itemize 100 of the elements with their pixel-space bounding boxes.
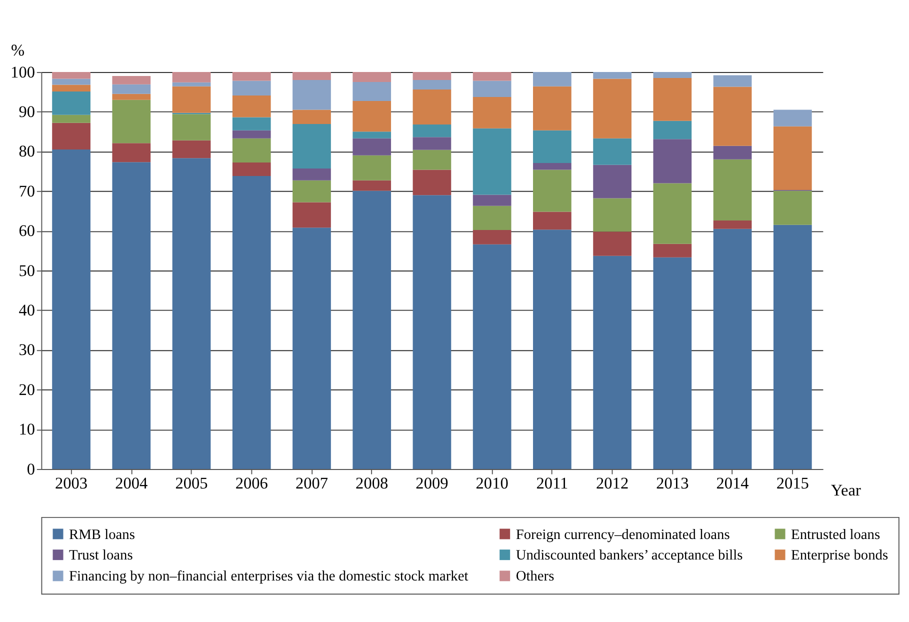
x-tick-label: 2012: [596, 474, 629, 493]
bar: [232, 72, 271, 81]
bar: [653, 72, 692, 78]
bar: [593, 138, 632, 165]
bar: [112, 100, 151, 144]
y-tick-label: 80: [18, 142, 35, 161]
bar: [352, 190, 392, 470]
bar: [232, 117, 271, 130]
x-tick-label: 2014: [716, 474, 749, 493]
legend-label: Foreign currency–denominated loans: [516, 526, 730, 543]
y-tick-label: 90: [18, 102, 35, 122]
bar: [112, 143, 151, 162]
bar: [533, 170, 572, 212]
bar: [653, 78, 692, 121]
x-tick-label: 2015: [776, 474, 809, 493]
bar: [593, 72, 632, 79]
bar: [653, 139, 692, 184]
bar: [352, 72, 392, 82]
bar: [352, 82, 392, 102]
bar: [653, 183, 692, 244]
bar: [773, 224, 812, 470]
legend-label: Entrusted loans: [791, 526, 880, 543]
x-axis-title: Year: [830, 480, 862, 500]
y-tick-label: 0: [26, 459, 35, 478]
bar: [232, 80, 271, 96]
bar: [172, 158, 211, 470]
x-tick-label: 2008: [356, 474, 388, 493]
bar: [713, 220, 752, 229]
bar: [292, 202, 331, 228]
bar: [412, 90, 452, 124]
bar: [352, 132, 392, 138]
bar: [112, 76, 151, 84]
bar: [232, 176, 271, 470]
bar: [172, 140, 211, 158]
bar: [593, 164, 632, 198]
legend-label: Others: [516, 568, 555, 585]
bar: [773, 126, 812, 190]
bar: [713, 75, 752, 87]
bar: [232, 130, 271, 138]
bar: [292, 180, 331, 202]
bar: [112, 162, 151, 470]
bar: [472, 194, 512, 206]
bar: [533, 212, 572, 230]
y-axis-title: %: [11, 40, 26, 60]
x-tick-label: 2011: [536, 474, 568, 493]
legend-label: RMB loans: [69, 526, 136, 543]
bar: [292, 72, 331, 80]
bar: [472, 206, 512, 230]
x-tick-label: 2010: [476, 474, 508, 493]
bar: [593, 78, 632, 138]
bar: [172, 82, 211, 86]
legend-label: Financing by non–financial enterprises via the domestic stock market: [69, 568, 468, 585]
x-tick-label: 2009: [416, 474, 448, 493]
bar: [653, 257, 692, 470]
bar: [533, 230, 572, 470]
bar: [533, 72, 572, 86]
x-tick-label: 2013: [656, 474, 689, 493]
bar: [172, 72, 211, 82]
y-tick-label: 10: [18, 420, 35, 439]
bar: [533, 86, 572, 130]
bar: [412, 72, 452, 80]
bar: [472, 97, 512, 128]
bar: [412, 124, 452, 138]
bar: [653, 244, 692, 258]
bar: [352, 180, 392, 191]
bar: [472, 244, 512, 470]
bar: [52, 72, 90, 79]
y-tick-label: 30: [18, 340, 35, 360]
x-tick-label: 2004: [115, 474, 148, 493]
bar: [52, 78, 90, 85]
x-tick-label: 2003: [54, 474, 88, 493]
bar: [472, 128, 512, 195]
bar: [713, 228, 752, 470]
bar: [713, 146, 752, 160]
bar: [292, 124, 331, 168]
y-tick-label: 100: [10, 62, 35, 82]
bar: [292, 228, 331, 470]
y-tick-label: 40: [18, 300, 35, 320]
legend-label: Undiscounted bankers’ acceptance bills: [516, 548, 744, 564]
bar: [533, 130, 572, 163]
bar: [653, 120, 692, 140]
bar: [52, 149, 90, 470]
y-tick-label: 60: [18, 221, 35, 240]
bar: [352, 155, 392, 180]
bar: [472, 72, 512, 81]
bar: [533, 162, 572, 170]
bar: [52, 91, 90, 115]
bar: [472, 230, 512, 244]
bar: [773, 110, 812, 126]
bar: [593, 198, 632, 232]
x-tick-label: 2006: [235, 474, 268, 493]
bar: [112, 94, 151, 100]
bar: [593, 232, 632, 256]
bar: [713, 159, 752, 221]
legend-label: Enterprise bonds: [791, 548, 888, 564]
bar: [352, 138, 392, 156]
bar: [232, 95, 271, 118]
bar: [172, 86, 211, 113]
bar: [232, 138, 271, 163]
bar: [52, 84, 90, 92]
